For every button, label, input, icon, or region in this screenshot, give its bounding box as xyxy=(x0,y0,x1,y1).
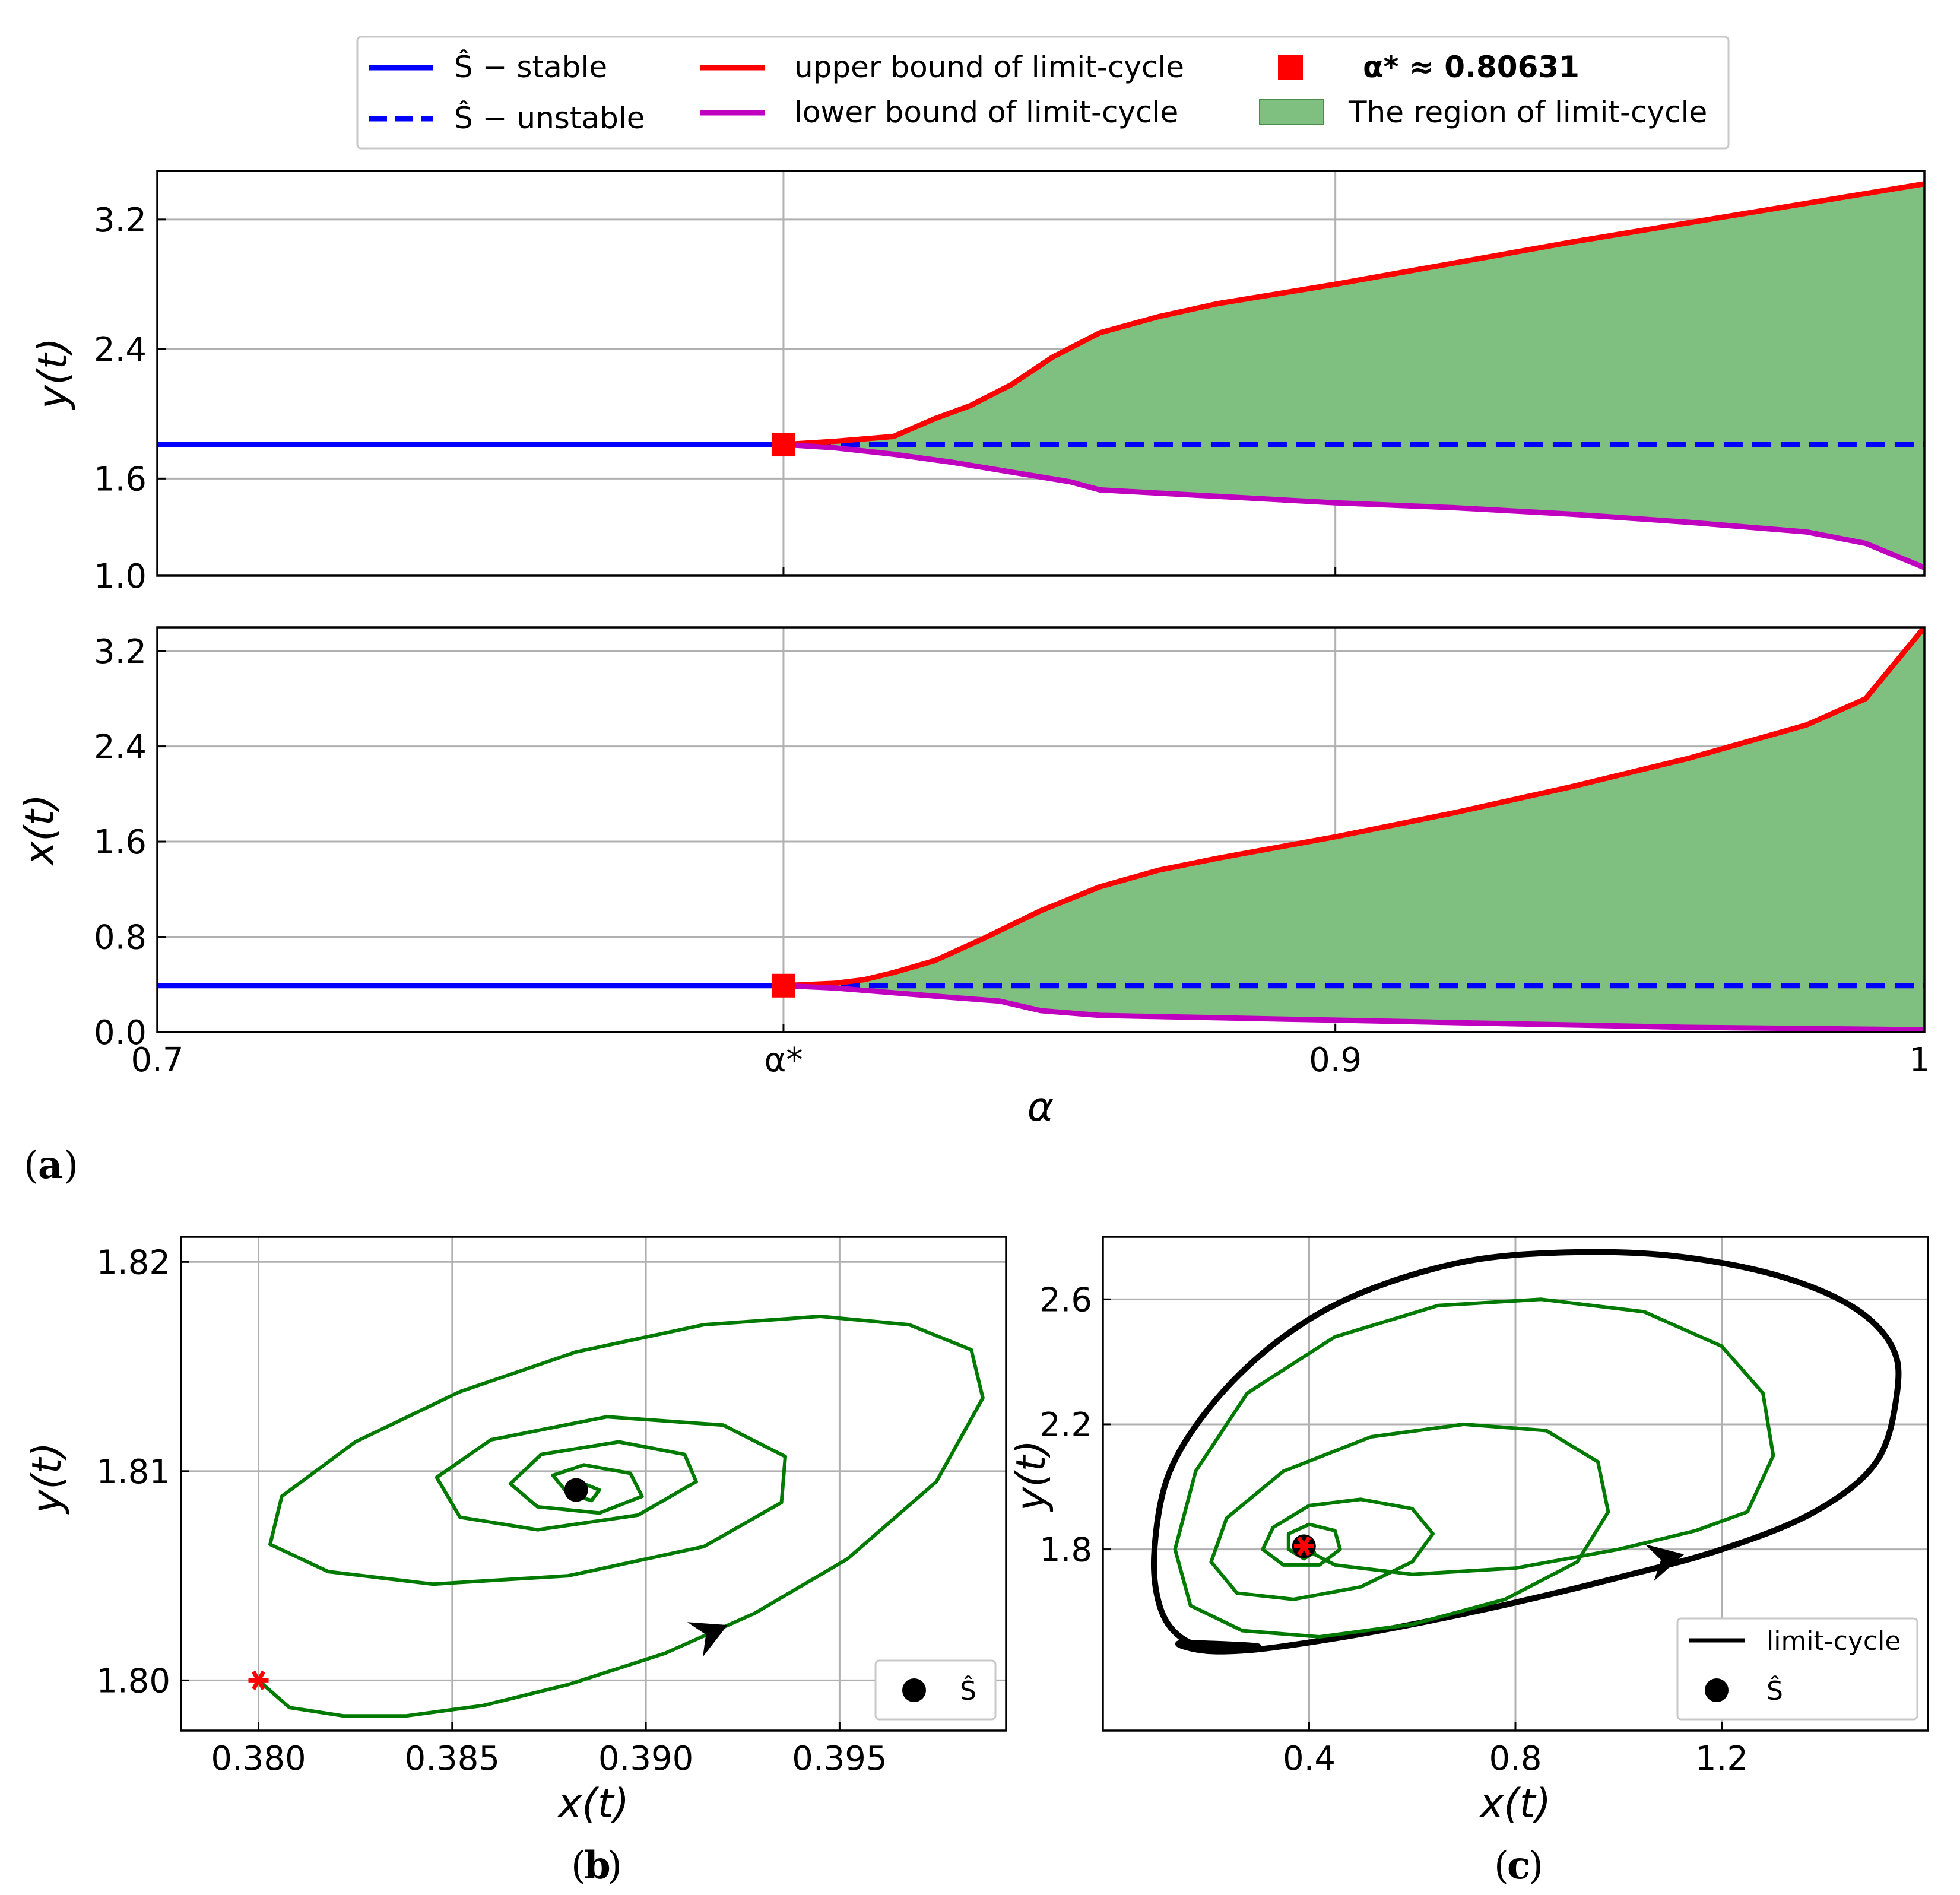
caption-b-letter: b xyxy=(584,1843,611,1888)
panel-a-bottom: 0.7 α* 0.9 1 0.0 0.8 1.6 2.4 3.2 x(t) α xyxy=(17,626,1930,1131)
panel-b-xtick-label: 0.385 xyxy=(405,1740,500,1778)
panel-a-top-ytick-label: 1.6 xyxy=(94,460,147,499)
caption-c-letter: c xyxy=(1507,1843,1530,1888)
panel-a-top-ticks: 1.0 1.6 2.4 3.2 xyxy=(94,201,1926,596)
panel-c-legend-frame xyxy=(1676,1617,1918,1721)
panel-a-bottom-ytick-label: 2.4 xyxy=(94,728,147,767)
panel-b-initial-star-stroke xyxy=(251,1670,266,1690)
panel-c-direction-arrow xyxy=(1645,1544,1685,1582)
panel-c-legend-limit-cycle-label: limit-cycle xyxy=(1766,1626,1901,1656)
legend-alpha-star-label: α* ≈ 0.80631 xyxy=(1363,50,1580,84)
panel-a-bottom-xtick-label: 0.9 xyxy=(1309,1041,1362,1080)
caption-a-open-paren: ( xyxy=(24,1144,39,1188)
panel-b-legend: Ŝ xyxy=(874,1659,997,1721)
panel-a-bottom-ytick-label: 3.2 xyxy=(94,633,147,671)
legend-region-swatch xyxy=(1259,99,1324,125)
panel-a-bottom-xtick-label: 0.7 xyxy=(131,1041,183,1080)
panel-c-legend-equilibrium-swatch xyxy=(1705,1678,1729,1702)
panel-a-bottom-ytick-label: 0.0 xyxy=(94,1014,147,1052)
panel-a-top: 1.0 1.6 2.4 3.2 y(t) xyxy=(30,170,1926,596)
panel-c-ytick-label: 2.6 xyxy=(1039,1281,1092,1319)
panel-a-top-ytick-label: 1.0 xyxy=(94,557,147,596)
panel-b-direction-arrow xyxy=(687,1622,728,1657)
panel-b-legend-equilibrium-swatch xyxy=(902,1678,926,1702)
caption-a-letter: a xyxy=(38,1143,62,1188)
panel-a-bottom-ticks: 0.7 α* 0.9 1 0.0 0.8 1.6 2.4 3.2 xyxy=(94,633,1930,1080)
panel-a-bottom-limit-cycle-region xyxy=(783,627,1924,1030)
panel-c: 0.4 0.8 1.2 1.8 2.2 2.6 limit-cycle Ŝ y(t) x(… xyxy=(1008,1236,1929,1888)
legend-region-label: The region of limit-cycle xyxy=(1348,95,1707,129)
panel-c-ytick-label: 2.2 xyxy=(1039,1406,1092,1445)
panel-b-legend-frame xyxy=(874,1659,997,1721)
panel-a-top-lower-bound xyxy=(783,442,1924,570)
legend-upper-label: upper bound of limit-cycle xyxy=(794,50,1184,84)
legend-lower-label: lower bound of limit-cycle xyxy=(794,95,1178,129)
caption-b-open-paren: ( xyxy=(571,1844,586,1888)
panel-a-top-ytick-label: 2.4 xyxy=(94,331,147,369)
panel-a-top-ytick-label: 3.2 xyxy=(94,201,147,240)
panel-b-xtick-label: 0.390 xyxy=(598,1740,693,1778)
panel-a-bottom-xlabel: α xyxy=(1027,1084,1054,1131)
legend-frame xyxy=(356,36,1730,150)
panel-b-ytick-label: 1.81 xyxy=(96,1453,170,1491)
panel-b-initial-point xyxy=(248,1670,269,1690)
panel-a-bottom-ytick-label: 0.8 xyxy=(94,919,147,957)
panel-a-top-alpha-star-marker xyxy=(771,433,795,457)
panel-c-ylabel: y(t) xyxy=(1008,1440,1055,1512)
panel-c-legend: limit-cycle Ŝ xyxy=(1676,1617,1918,1721)
panel-c-legend-equilibrium-label: Ŝ xyxy=(1766,1675,1783,1706)
caption-c-open-paren: ( xyxy=(1494,1844,1509,1888)
panel-c-ticks: 0.4 0.8 1.2 1.8 2.2 2.6 xyxy=(1039,1281,1748,1778)
legend-alpha-star-marker xyxy=(1278,55,1303,80)
panel-b-legend-equilibrium-label: Ŝ xyxy=(960,1675,976,1706)
panel-a-top-ylabel: y(t) xyxy=(30,338,77,410)
panel-b-equilibrium-point xyxy=(564,1478,588,1502)
panel-b-trajectory xyxy=(257,1315,985,1718)
panel-a-bottom-upper-bound xyxy=(783,627,1924,989)
panel-a-bottom-xtick-label: α* xyxy=(764,1041,803,1080)
panel-b-frame xyxy=(180,1236,1007,1732)
panel-c-xtick-label: 1.2 xyxy=(1695,1740,1748,1778)
panel-b-xtick-label: 0.395 xyxy=(792,1740,887,1778)
panel-a-bottom-xtick-label: 1 xyxy=(1909,1041,1930,1080)
caption-b-close-paren: ) xyxy=(607,1844,622,1888)
panel-b-grid xyxy=(181,1237,1006,1731)
panel-c-trajectory xyxy=(1173,1297,1775,1639)
panel-a-bottom-ytick-label: 1.6 xyxy=(94,823,147,862)
caption-a-close-paren: ) xyxy=(64,1144,78,1188)
panel-a-bottom-frame xyxy=(156,626,1926,1033)
panel-a-top-limit-cycle-region xyxy=(783,183,1924,568)
panel-a-top-frame xyxy=(156,170,1926,577)
panel-c-xtick-label: 0.8 xyxy=(1489,1740,1542,1778)
caption-c: ( c ) xyxy=(1494,1843,1543,1888)
panel-b-ticks: 0.380 0.385 0.390 0.395 1.80 1.81 1.82 xyxy=(96,1243,887,1778)
panel-b-xlabel: x(t) xyxy=(557,1780,629,1827)
panel-c-xtick-label: 0.4 xyxy=(1283,1740,1336,1778)
panel-c-ytick-label: 1.8 xyxy=(1039,1531,1092,1570)
panel-c-limit-cycle xyxy=(1150,1249,1902,1655)
panel-b-ytick-label: 1.80 xyxy=(96,1662,170,1700)
panel-b-ytick-label: 1.82 xyxy=(96,1243,170,1282)
panel-a-bottom-alpha-star-marker xyxy=(771,973,795,998)
panel-c-initial-point xyxy=(1293,1536,1314,1556)
legend-stable-label: Ŝ − stable xyxy=(454,49,607,84)
legend-unstable-label: Ŝ − unstable xyxy=(454,100,645,135)
panel-a-bottom-lower-bound xyxy=(783,983,1924,1032)
panel-b-xtick-label: 0.380 xyxy=(211,1740,306,1778)
caption-b: ( b ) xyxy=(571,1843,622,1888)
panel-b-ylabel: y(t) xyxy=(24,1442,71,1515)
legend: Ŝ − stable Ŝ − unstable upper bound of l… xyxy=(356,36,1730,150)
panel-a-bottom-ylabel: x(t) xyxy=(17,794,64,866)
panel-c-initial-star-stroke xyxy=(1297,1536,1311,1556)
caption-c-close-paren: ) xyxy=(1528,1844,1543,1888)
panel-a-top-upper-bound xyxy=(783,181,1924,447)
caption-a: ( a ) xyxy=(24,1143,78,1188)
panel-c-xlabel: x(t) xyxy=(1479,1780,1551,1827)
